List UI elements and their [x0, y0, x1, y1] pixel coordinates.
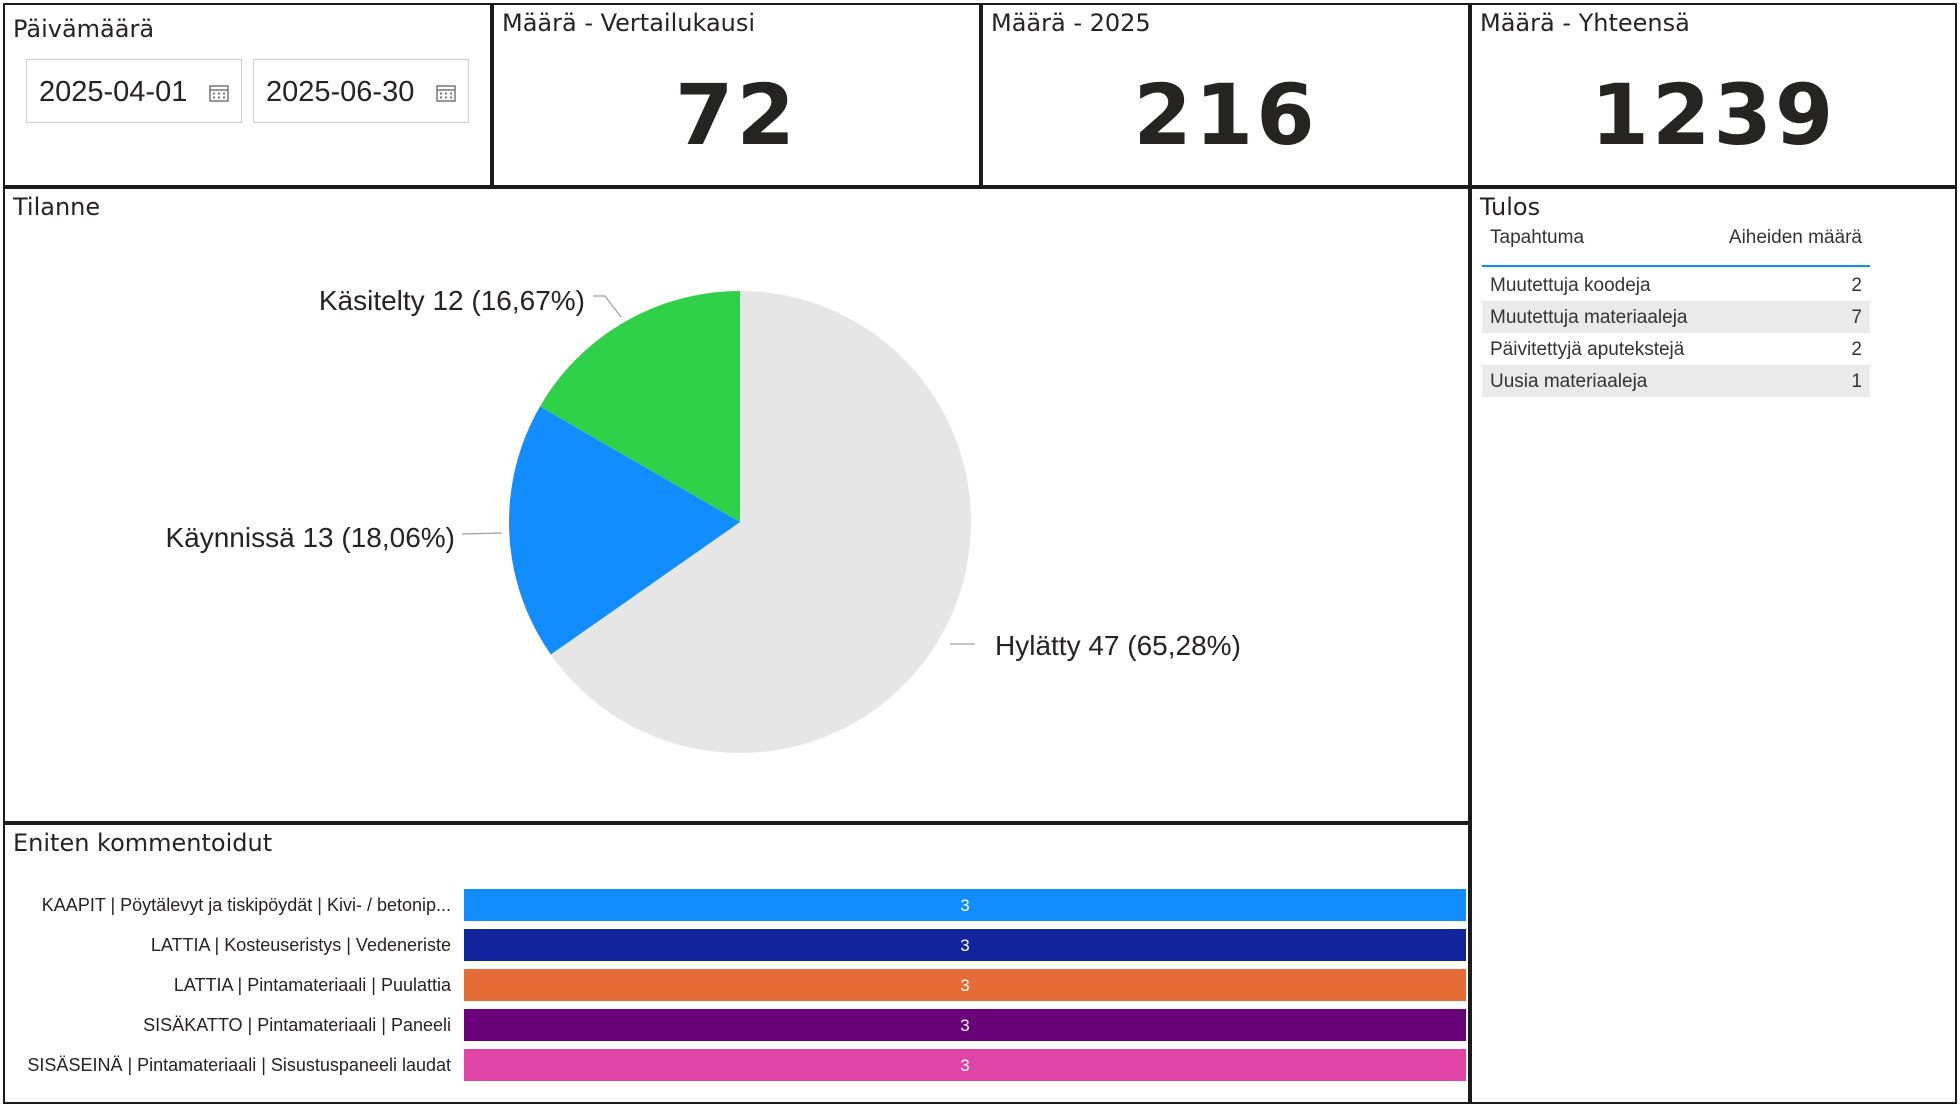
pie-chart: Hylätty 47 (65,28%) Käynnissä 13 (18,06%)…	[165, 285, 1241, 753]
bar-data-label: 3	[960, 896, 969, 915]
end-date-value: 2025-06-30	[266, 76, 415, 108]
bar[interactable]	[464, 969, 1466, 1001]
bar[interactable]	[464, 889, 1466, 921]
bar[interactable]	[464, 929, 1466, 961]
card-value: 1239	[1590, 66, 1837, 164]
row-label: Päivitettyjä aputekstejä	[1490, 339, 1685, 360]
row-value: 7	[1851, 307, 1862, 328]
row-label: Muutettuja koodeja	[1490, 275, 1651, 296]
pie-slice-hylätty[interactable]	[550, 291, 971, 753]
end-date-input[interactable]: 2025-06-30	[253, 59, 469, 123]
bar-category-label: LATTIA | Kosteuseristys | Vedeneriste	[151, 935, 451, 955]
pie-data-label: Käsitelty 12 (16,67%)	[319, 285, 585, 316]
bar-data-label: 3	[960, 1056, 969, 1075]
pie-leader-line	[593, 295, 622, 318]
card-title: Määrä - Yhteensä	[1480, 9, 1690, 37]
bar-data-label: 3	[960, 936, 969, 955]
bar[interactable]	[464, 1049, 1466, 1081]
pie-slice-käynnissä[interactable]	[509, 406, 740, 655]
row-value: 1	[1851, 371, 1862, 392]
card-comparison-period: Määrä - Vertailukausi 72	[492, 3, 981, 187]
row-value: 2	[1851, 339, 1862, 360]
card-value: 216	[1133, 66, 1318, 164]
bar-category-label: SISÄSEINÄ | Pintamateriaali | Sisustuspa…	[27, 1055, 451, 1075]
bar-chart-panel: Eniten kommentoidut KAAPIT | Pöytälevyt …	[3, 823, 1470, 1104]
date-slicer-title: Päivämäärä	[13, 15, 155, 43]
table-row: Muutettuja materiaaleja 7	[1482, 301, 1870, 333]
bar[interactable]	[464, 1009, 1466, 1041]
card-title: Määrä - Vertailukausi	[502, 9, 756, 37]
result-table-panel: Tulos Tapahtuma Aiheiden määrä Muutettuj…	[1470, 187, 1957, 1104]
pie-chart-title: Tilanne	[13, 193, 101, 221]
row-label: Muutettuja materiaaleja	[1490, 307, 1688, 328]
bar-category-label: LATTIA | Pintamateriaali | Puulattia	[174, 975, 452, 995]
bar-data-label: 3	[960, 1016, 969, 1035]
table-row: Uusia materiaaleja 1	[1482, 365, 1870, 397]
start-date-value: 2025-04-01	[39, 76, 188, 108]
bar-category-label: KAAPIT | Pöytälevyt ja tiskipöydät | Kiv…	[42, 895, 451, 915]
calendar-icon[interactable]	[209, 84, 229, 102]
row-value: 2	[1851, 275, 1862, 296]
table-header: Tapahtuma Aiheiden määrä	[1482, 221, 1870, 267]
table-row: Muutettuja koodeja 2	[1482, 269, 1870, 301]
card-total: Määrä - Yhteensä 1239	[1470, 3, 1957, 187]
card-title: Määrä - 2025	[991, 9, 1151, 37]
table-title: Tulos	[1480, 193, 1541, 221]
card-value: 72	[675, 66, 798, 164]
bar-data-label: 3	[960, 976, 969, 995]
pie-data-label: Hylätty 47 (65,28%)	[995, 630, 1241, 661]
date-slicer-panel: Päivämäärä 2025-04-01 2025-06-30	[3, 3, 492, 187]
column-header-count[interactable]: Aiheiden määrä	[1728, 227, 1862, 248]
calendar-icon[interactable]	[436, 84, 456, 102]
table-row: Päivitettyjä aputekstejä 2	[1482, 333, 1870, 365]
bar-category-label: SISÄKATTO | Pintamateriaali | Paneeli	[143, 1015, 451, 1035]
card-2025: Määrä - 2025 216	[981, 3, 1470, 187]
pie-data-label: Käynnissä 13 (18,06%)	[165, 522, 455, 553]
row-label: Uusia materiaaleja	[1490, 371, 1648, 392]
pie-leader-line	[461, 532, 503, 535]
bar-chart: KAAPIT | Pöytälevyt ja tiskipöydät | Kiv…	[27, 889, 1466, 1081]
start-date-input[interactable]: 2025-04-01	[26, 59, 242, 123]
column-header-event[interactable]: Tapahtuma	[1490, 227, 1585, 248]
pie-slice-käsitelty[interactable]	[539, 291, 740, 522]
pie-chart-panel: Tilanne Hylätty 47 (65,28%) Käynnissä 13 …	[3, 187, 1470, 823]
bar-chart-title: Eniten kommentoidut	[13, 829, 273, 857]
